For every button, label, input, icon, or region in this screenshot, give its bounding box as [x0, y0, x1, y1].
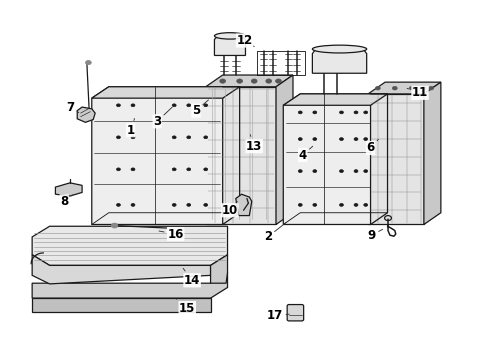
- Text: 2: 2: [263, 222, 285, 243]
- Polygon shape: [205, 75, 292, 87]
- Circle shape: [131, 104, 135, 107]
- Polygon shape: [367, 82, 440, 94]
- Polygon shape: [210, 255, 227, 283]
- Circle shape: [203, 203, 207, 206]
- Text: 12: 12: [236, 34, 254, 47]
- Polygon shape: [92, 87, 239, 98]
- Circle shape: [251, 79, 257, 83]
- FancyBboxPatch shape: [286, 305, 303, 321]
- Circle shape: [312, 138, 316, 140]
- Circle shape: [172, 104, 176, 107]
- Polygon shape: [32, 273, 227, 298]
- Polygon shape: [423, 82, 440, 225]
- Polygon shape: [283, 94, 386, 105]
- Polygon shape: [312, 49, 366, 73]
- Text: 11: 11: [407, 86, 427, 99]
- Polygon shape: [32, 255, 210, 284]
- Polygon shape: [55, 183, 82, 196]
- Circle shape: [363, 170, 367, 172]
- Ellipse shape: [312, 45, 366, 53]
- Polygon shape: [205, 87, 275, 225]
- Polygon shape: [77, 107, 95, 122]
- Text: 8: 8: [60, 195, 72, 208]
- Text: 15: 15: [176, 299, 195, 315]
- Text: 4: 4: [298, 146, 312, 162]
- Polygon shape: [275, 75, 292, 225]
- Circle shape: [131, 136, 135, 139]
- Circle shape: [339, 203, 343, 206]
- Circle shape: [172, 168, 176, 171]
- Text: 5: 5: [191, 100, 208, 117]
- Circle shape: [312, 203, 316, 206]
- Circle shape: [275, 79, 281, 83]
- Circle shape: [203, 168, 207, 171]
- Polygon shape: [32, 298, 210, 312]
- Text: 7: 7: [66, 100, 79, 113]
- Circle shape: [421, 86, 426, 90]
- Polygon shape: [283, 94, 370, 225]
- Circle shape: [339, 170, 343, 172]
- Text: 10: 10: [222, 201, 238, 217]
- Circle shape: [298, 203, 302, 206]
- Circle shape: [219, 79, 225, 83]
- Circle shape: [363, 138, 367, 140]
- Polygon shape: [367, 94, 423, 225]
- Circle shape: [116, 203, 120, 206]
- Circle shape: [131, 168, 135, 171]
- Text: 9: 9: [366, 229, 382, 242]
- Circle shape: [363, 203, 367, 206]
- Circle shape: [111, 223, 118, 228]
- Polygon shape: [235, 194, 251, 216]
- Circle shape: [353, 111, 357, 114]
- Polygon shape: [214, 36, 245, 55]
- Circle shape: [265, 79, 271, 83]
- Circle shape: [203, 136, 207, 139]
- Text: 1: 1: [126, 118, 134, 137]
- Circle shape: [375, 86, 380, 90]
- Polygon shape: [32, 226, 227, 265]
- Circle shape: [298, 170, 302, 172]
- Circle shape: [298, 111, 302, 114]
- Text: 3: 3: [153, 107, 172, 128]
- Text: 6: 6: [366, 139, 378, 154]
- Circle shape: [85, 60, 91, 65]
- Circle shape: [116, 104, 120, 107]
- Circle shape: [353, 203, 357, 206]
- Circle shape: [353, 170, 357, 172]
- Circle shape: [339, 111, 343, 114]
- Circle shape: [116, 168, 120, 171]
- Circle shape: [186, 136, 190, 139]
- Circle shape: [172, 136, 176, 139]
- Circle shape: [353, 138, 357, 140]
- Circle shape: [186, 168, 190, 171]
- Circle shape: [428, 86, 433, 90]
- Text: 16: 16: [159, 228, 183, 240]
- Text: 13: 13: [245, 135, 262, 153]
- Circle shape: [186, 203, 190, 206]
- Circle shape: [236, 79, 242, 83]
- Circle shape: [116, 136, 120, 139]
- Circle shape: [391, 86, 396, 90]
- Circle shape: [131, 203, 135, 206]
- Circle shape: [363, 111, 367, 114]
- Circle shape: [312, 111, 316, 114]
- Circle shape: [298, 138, 302, 140]
- Circle shape: [172, 203, 176, 206]
- Circle shape: [339, 138, 343, 140]
- Text: 17: 17: [266, 310, 289, 323]
- Ellipse shape: [214, 33, 245, 39]
- Circle shape: [186, 104, 190, 107]
- Circle shape: [203, 104, 207, 107]
- Text: 14: 14: [183, 268, 200, 287]
- Circle shape: [312, 170, 316, 172]
- Polygon shape: [92, 87, 222, 225]
- Circle shape: [408, 86, 413, 90]
